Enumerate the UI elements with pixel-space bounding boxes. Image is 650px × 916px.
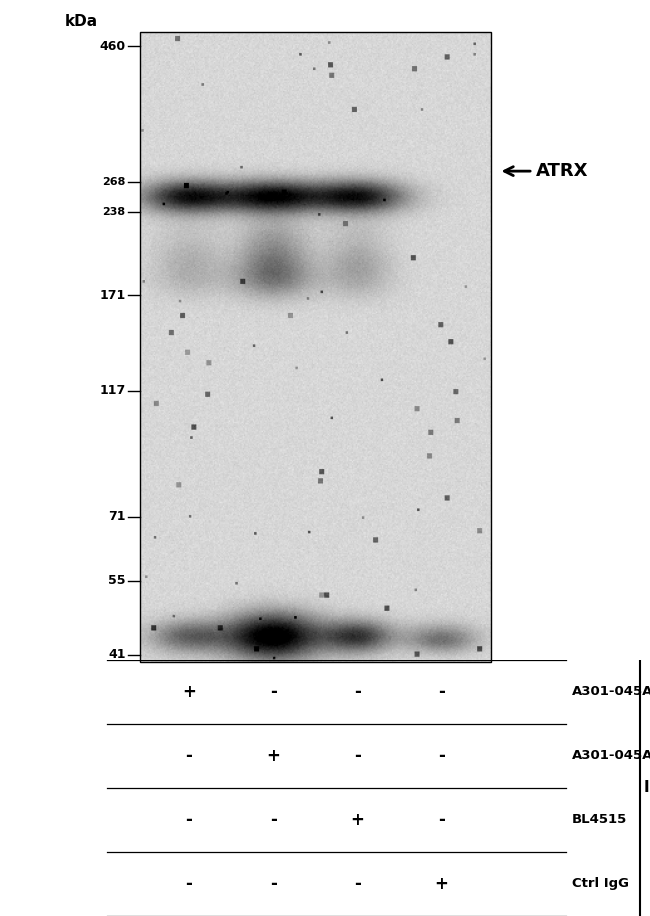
Text: BL4515: BL4515 xyxy=(572,813,627,826)
Text: Ctrl IgG: Ctrl IgG xyxy=(572,878,629,890)
Text: -: - xyxy=(270,875,276,893)
Text: -: - xyxy=(270,682,276,701)
Text: IP/WB: IP/WB xyxy=(283,0,348,1)
Text: 41: 41 xyxy=(108,649,125,661)
Text: -: - xyxy=(438,747,445,765)
Text: +: + xyxy=(182,682,196,701)
Text: -: - xyxy=(185,811,192,829)
Text: 71: 71 xyxy=(108,510,125,523)
Text: -: - xyxy=(354,747,361,765)
Text: 268: 268 xyxy=(102,177,125,187)
Text: -: - xyxy=(270,811,276,829)
Text: kDa: kDa xyxy=(65,14,98,29)
Text: 55: 55 xyxy=(108,574,125,587)
Text: -: - xyxy=(185,747,192,765)
Text: -: - xyxy=(354,682,361,701)
Text: IP: IP xyxy=(644,780,650,795)
Text: -: - xyxy=(354,875,361,893)
Text: -: - xyxy=(438,682,445,701)
Text: A301-045A-3: A301-045A-3 xyxy=(572,749,650,762)
Text: 460: 460 xyxy=(99,39,125,52)
Text: +: + xyxy=(350,811,364,829)
Text: 117: 117 xyxy=(99,385,125,398)
Text: A301-045A-2: A301-045A-2 xyxy=(572,685,650,698)
Text: +: + xyxy=(266,747,280,765)
Text: -: - xyxy=(185,875,192,893)
Text: -: - xyxy=(438,811,445,829)
Text: 238: 238 xyxy=(102,207,125,217)
Text: +: + xyxy=(435,875,448,893)
Text: 171: 171 xyxy=(99,289,125,301)
Text: ATRX: ATRX xyxy=(536,162,589,180)
